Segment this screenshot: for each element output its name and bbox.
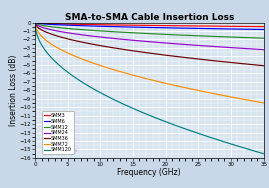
SMM72 <box>212 92 215 95</box>
SMM24 <box>33 21 37 24</box>
SMM3 <box>57 23 60 25</box>
SMM6 <box>57 24 60 26</box>
SMM36 <box>262 64 265 67</box>
SMM24 <box>262 49 265 51</box>
SMM12 <box>262 37 265 39</box>
SMM6 <box>190 27 194 30</box>
SMM24 <box>190 44 194 46</box>
SMM12 <box>216 35 219 38</box>
SMM120 <box>57 63 60 66</box>
SMM120 <box>134 108 137 111</box>
Line: SMM72: SMM72 <box>35 23 264 103</box>
SMM120 <box>262 153 265 155</box>
SMM72 <box>33 21 37 24</box>
SMM24 <box>57 30 60 32</box>
SMM12 <box>212 35 215 38</box>
SMM3 <box>212 25 215 27</box>
SMM36 <box>212 60 215 62</box>
SMM3 <box>134 24 137 26</box>
SMM12 <box>126 31 129 34</box>
SMM120 <box>126 105 129 107</box>
SMM3 <box>216 25 219 27</box>
SMM24 <box>212 45 215 48</box>
SMM120 <box>216 139 219 141</box>
SMM24 <box>216 46 219 48</box>
SMM6 <box>212 28 215 30</box>
Title: SMA-to-SMA Cable Insertion Loss: SMA-to-SMA Cable Insertion Loss <box>65 13 234 22</box>
Line: SMM120: SMM120 <box>35 23 264 154</box>
SMM6 <box>134 26 137 28</box>
SMM3 <box>33 21 37 24</box>
Line: SMM12: SMM12 <box>35 23 264 38</box>
Legend: SMM3, SMM6, SMM12, SMM24, SMM36, SMM72, SMM120: SMM3, SMM6, SMM12, SMM24, SMM36, SMM72, … <box>42 111 74 154</box>
SMM36 <box>190 57 194 59</box>
Line: SMM6: SMM6 <box>35 23 264 30</box>
SMM36 <box>134 50 137 52</box>
SMM12 <box>33 21 37 24</box>
SMM6 <box>216 28 219 30</box>
SMM36 <box>57 35 60 37</box>
SMM12 <box>190 34 194 37</box>
SMM36 <box>33 21 37 24</box>
Line: SMM3: SMM3 <box>35 23 264 27</box>
SMM12 <box>134 32 137 34</box>
SMM72 <box>126 73 129 75</box>
SMM24 <box>126 39 129 41</box>
Y-axis label: Insertion Loss (dB): Insertion Loss (dB) <box>9 55 18 126</box>
SMM72 <box>262 102 265 104</box>
X-axis label: Frequency (GHz): Frequency (GHz) <box>118 168 181 177</box>
SMM72 <box>57 47 60 49</box>
SMM3 <box>190 25 194 27</box>
SMM3 <box>262 26 265 28</box>
SMM72 <box>134 75 137 77</box>
SMM12 <box>57 27 60 29</box>
SMM120 <box>190 130 194 132</box>
Line: SMM24: SMM24 <box>35 23 264 50</box>
SMM36 <box>216 60 219 62</box>
Text: THORLABS: THORLABS <box>55 149 78 153</box>
Line: SMM36: SMM36 <box>35 23 264 66</box>
SMM72 <box>216 93 219 96</box>
SMM6 <box>126 26 129 28</box>
SMM120 <box>212 137 215 139</box>
SMM72 <box>190 88 194 90</box>
SMM24 <box>134 39 137 42</box>
SMM120 <box>33 21 37 24</box>
SMM3 <box>126 24 129 26</box>
SMM36 <box>126 49 129 51</box>
SMM6 <box>262 28 265 31</box>
SMM6 <box>33 21 37 24</box>
